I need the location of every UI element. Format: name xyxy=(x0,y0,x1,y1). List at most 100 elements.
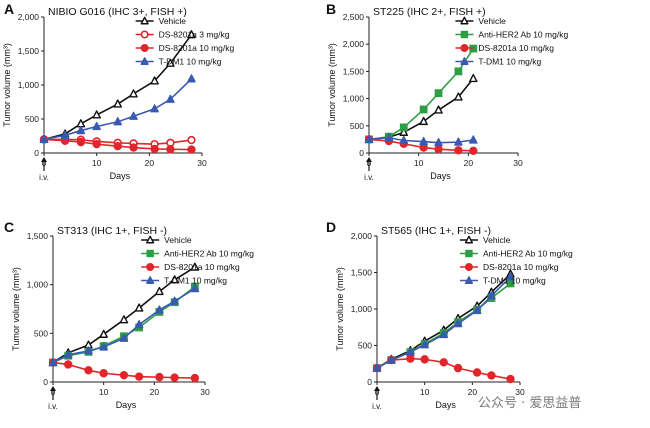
panel-title: ST313 (IHC 1+, FISH -) xyxy=(57,225,167,237)
data-point xyxy=(170,373,179,382)
data-point xyxy=(170,296,179,305)
data-point xyxy=(84,366,93,375)
data-point xyxy=(113,142,122,151)
data-point xyxy=(454,67,463,76)
data-point xyxy=(190,373,200,383)
data-point xyxy=(48,357,58,367)
y-axis-label: Tumor volume (mm³) xyxy=(335,267,345,351)
panel-title: ST225 (IHC 2+, FISH +) xyxy=(373,6,486,18)
legend-marker xyxy=(140,30,149,39)
y-tick-label: 1,000 xyxy=(27,280,49,290)
data-point xyxy=(150,104,159,113)
data-point xyxy=(150,144,159,154)
data-point xyxy=(119,333,129,342)
data-point xyxy=(166,94,175,103)
panel-title: NIBIO G016 (IHC 3+, FISH +) xyxy=(48,6,187,18)
legend-label: Vehicle xyxy=(159,16,187,26)
legend: Vehicle DS-8201a 3 mg/kg DS-8201a 10 mg/kg… xyxy=(135,16,235,67)
x-tick-label: 10 xyxy=(92,158,102,168)
panel-letter: C xyxy=(4,219,14,235)
data-point xyxy=(119,315,129,324)
y-tick-label: 500 xyxy=(358,341,372,351)
x-tick-label: 30 xyxy=(515,387,525,397)
data-point xyxy=(99,369,108,378)
y-tick-label: 0 xyxy=(367,377,372,387)
x-tick-label: 30 xyxy=(200,387,210,397)
data-point xyxy=(472,368,482,377)
x-axis-label: Days xyxy=(110,171,131,181)
y-tick-label: 1,000 xyxy=(343,94,365,104)
panel-d: D ST565 (IHC 1+, FISH -) 0 500 1,000 1,500 2,0… xyxy=(326,219,573,411)
panel-title: ST565 (IHC 1+, FISH -) xyxy=(381,225,491,237)
data-point xyxy=(99,329,108,338)
series-tdm1 xyxy=(48,283,200,367)
series-ds10 xyxy=(48,358,200,383)
x-axis-label: Days xyxy=(435,400,456,410)
legend-marker xyxy=(140,16,149,25)
x-tick-label: 20 xyxy=(464,158,474,168)
data-point xyxy=(129,143,138,152)
data-point xyxy=(453,318,463,328)
panel-letter: A xyxy=(4,1,14,17)
legend-label: T-DM1 10 mg/kg xyxy=(164,276,227,286)
x-axis-label: Days xyxy=(430,171,451,181)
dose-arrow-head xyxy=(366,157,372,162)
panel-letter: B xyxy=(326,1,336,17)
data-point xyxy=(439,358,448,367)
y-tick-label: 0 xyxy=(43,377,48,387)
data-point xyxy=(384,133,394,142)
legend-label: Vehicle xyxy=(164,235,192,245)
legend-marker xyxy=(464,235,473,244)
y-tick-label: 0 xyxy=(34,148,39,158)
data-point xyxy=(434,105,443,114)
legend-marker xyxy=(460,43,469,52)
y-tick-label: 1,500 xyxy=(18,46,40,56)
data-point xyxy=(434,144,443,154)
legend-label: T-DM1 10 mg/kg xyxy=(478,57,541,67)
legend-label: DS-8201a 10 mg/kg xyxy=(164,262,240,272)
y-tick-label: 2,000 xyxy=(343,39,365,49)
data-point xyxy=(469,73,478,83)
data-point xyxy=(166,145,175,154)
legend-marker xyxy=(146,262,155,271)
y-tick-label: 2,000 xyxy=(351,231,373,241)
data-point xyxy=(434,89,443,98)
data-point xyxy=(187,135,196,145)
legend: Vehicle Anti-HER2 Ab 10 mg/kg DS-8201a 10 … xyxy=(455,16,568,67)
series-line xyxy=(43,78,193,141)
series-tdm1 xyxy=(372,272,515,372)
data-point xyxy=(113,117,123,126)
y-tick-label: 2,000 xyxy=(18,12,40,22)
data-point xyxy=(387,355,396,364)
legend-label: T-DM1 10 mg/kg xyxy=(159,57,222,67)
data-point xyxy=(129,89,138,98)
data-point xyxy=(406,347,415,356)
legend-marker xyxy=(464,262,473,271)
data-point xyxy=(76,137,86,147)
legend: Vehicle Anti-HER2 Ab 10 mg/kg DS-8201a 10 … xyxy=(141,235,254,286)
y-axis-label: Tumor volume (mm³) xyxy=(2,43,12,127)
data-point xyxy=(84,346,93,355)
data-point xyxy=(187,74,196,83)
data-point xyxy=(134,372,144,381)
y-tick-label: 1,500 xyxy=(343,66,365,76)
series-tdm1 xyxy=(39,74,196,144)
y-axis-label: Tumor volume (mm³) xyxy=(327,43,337,127)
dose-marker-label: i.v. xyxy=(364,173,374,182)
legend-label: Anti-HER2 Ab 10 mg/kg xyxy=(478,30,568,40)
data-point xyxy=(419,136,428,146)
dose-arrow-head xyxy=(41,157,47,162)
legend-label: Vehicle xyxy=(478,16,506,26)
data-point xyxy=(187,145,196,154)
panel-letter: D xyxy=(326,219,336,235)
data-point xyxy=(454,92,463,101)
data-point xyxy=(63,360,73,369)
legend-marker xyxy=(140,43,149,52)
x-tick-label: 10 xyxy=(99,387,109,397)
x-tick-label: 30 xyxy=(197,158,207,168)
y-tick-label: 500 xyxy=(350,121,364,131)
data-point xyxy=(419,105,428,114)
data-point xyxy=(419,116,428,126)
